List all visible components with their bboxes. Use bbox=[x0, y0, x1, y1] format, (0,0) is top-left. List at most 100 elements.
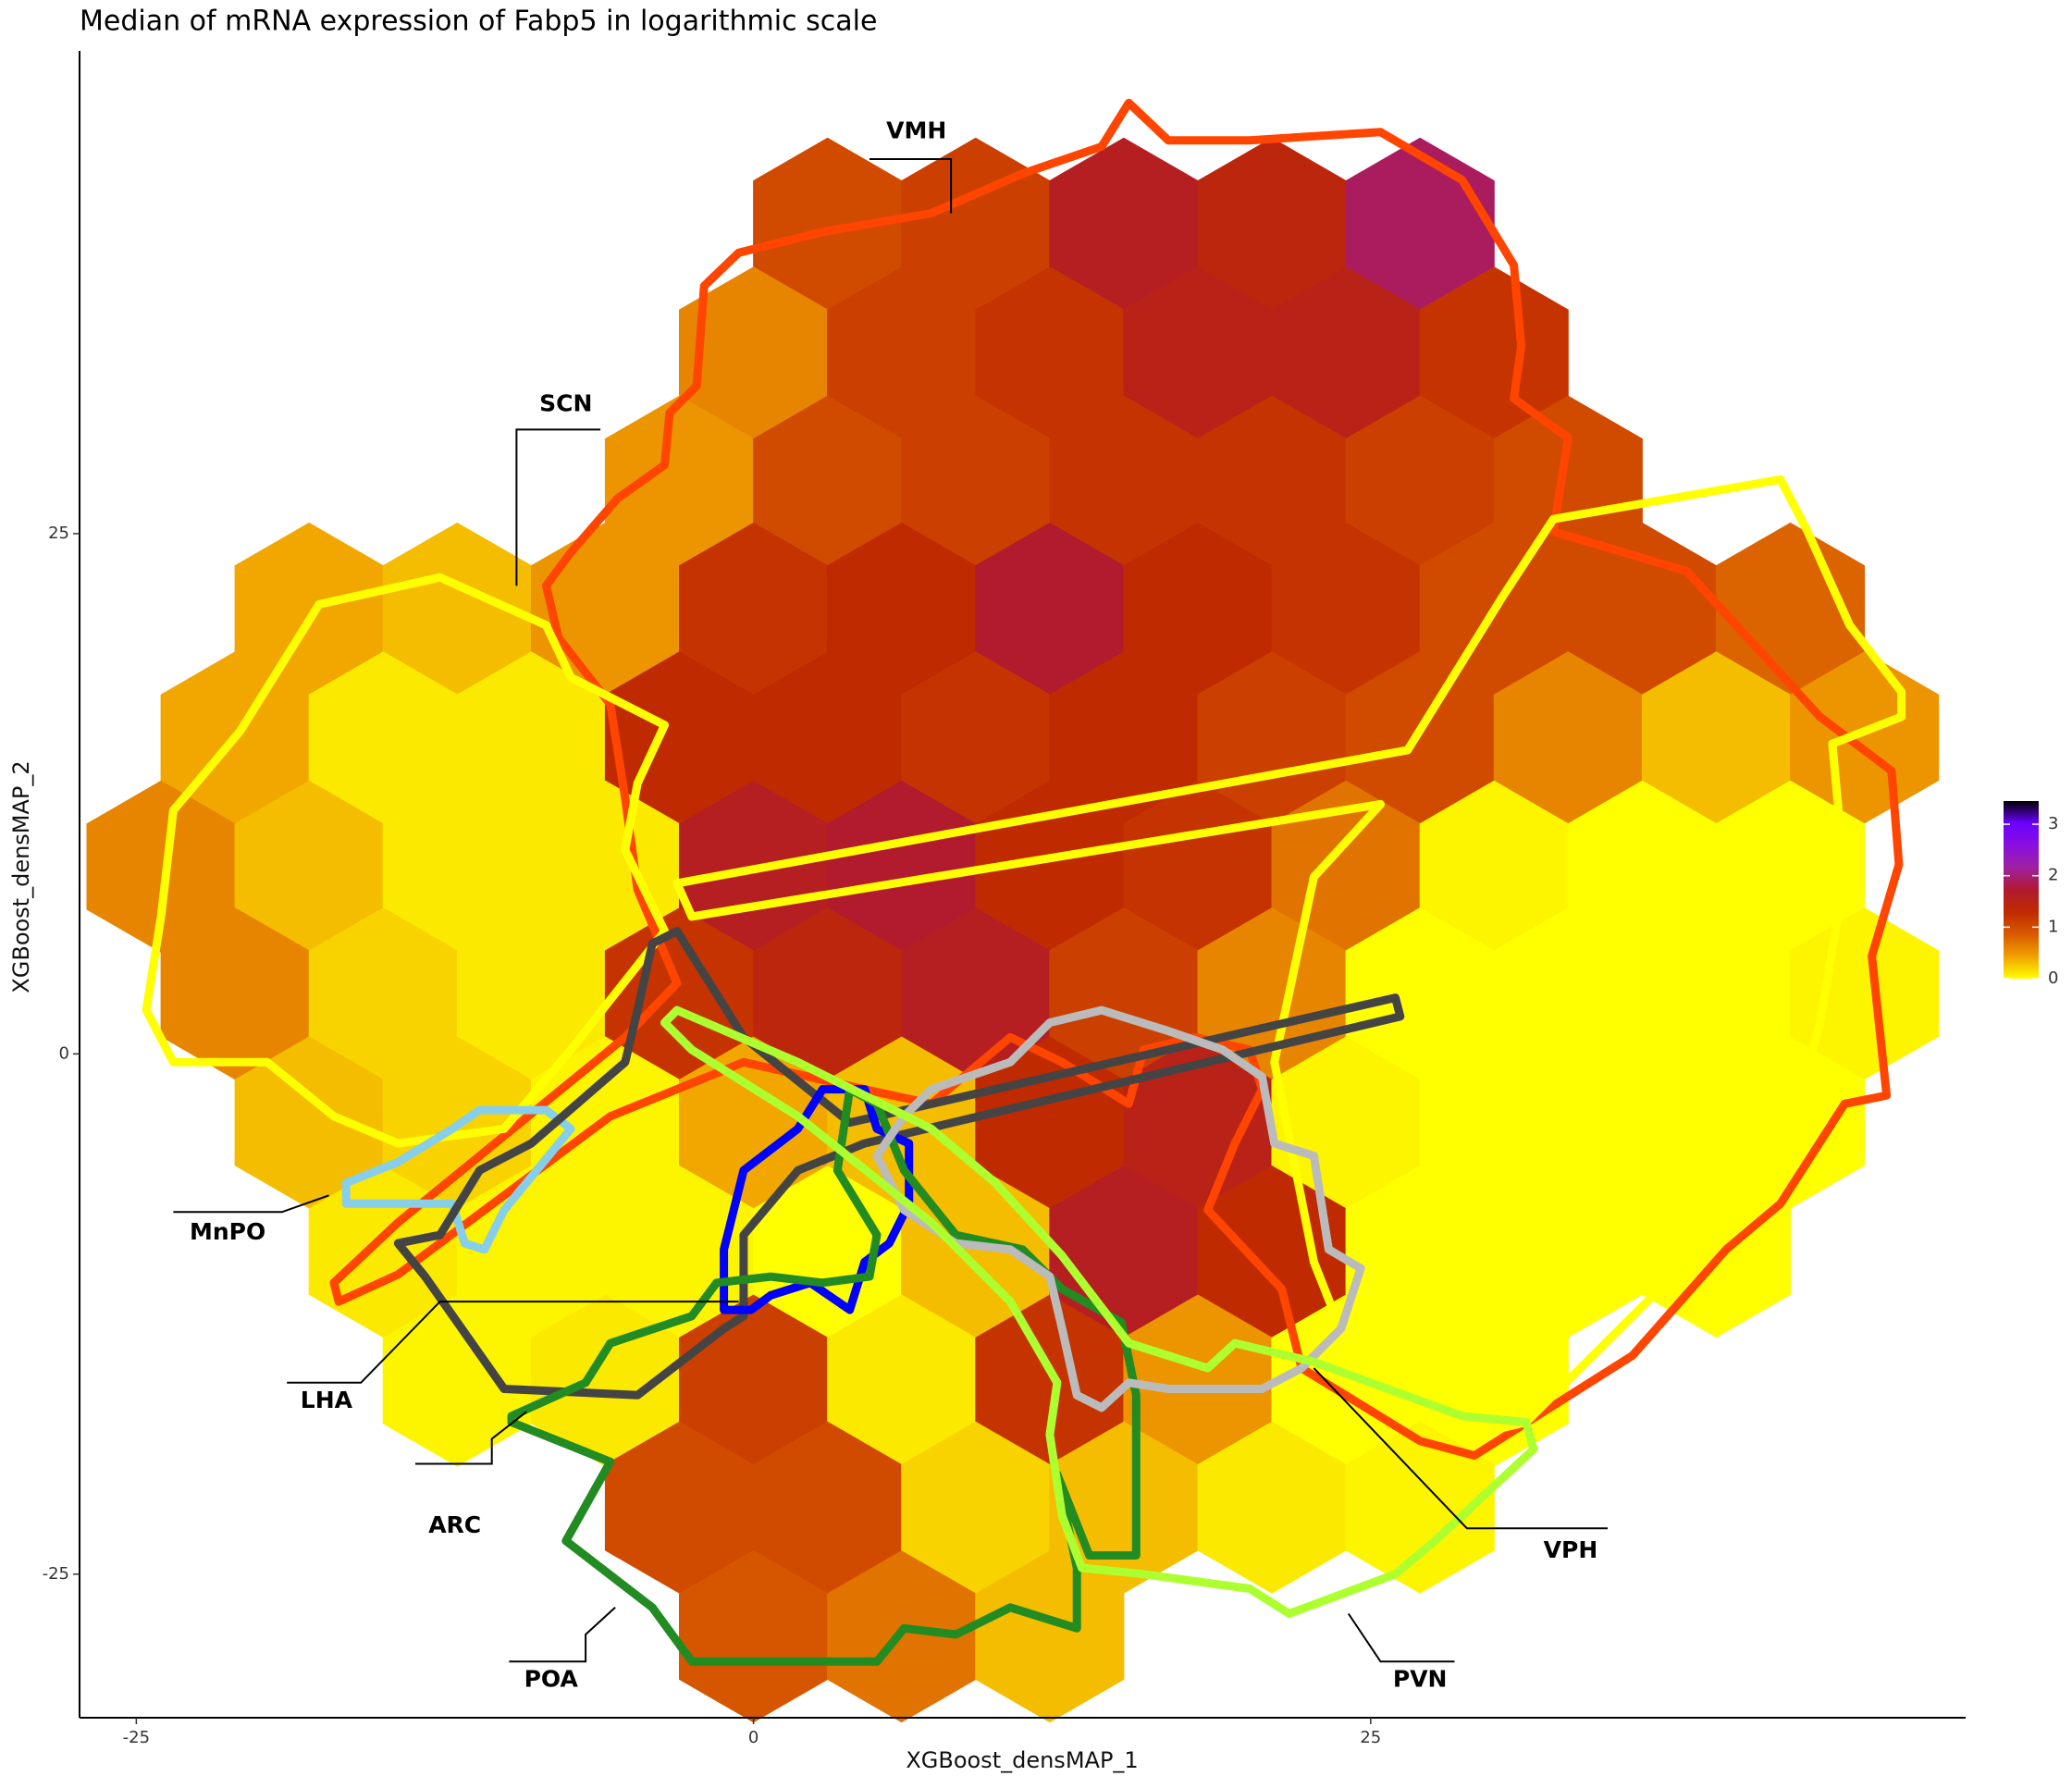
hex-cell bbox=[530, 1294, 680, 1467]
x-tick-label: 0 bbox=[748, 1728, 758, 1747]
hex-cell bbox=[1345, 1166, 1495, 1338]
hex-cell bbox=[1493, 395, 1643, 568]
hex-cell bbox=[234, 522, 384, 695]
leader-line bbox=[870, 158, 953, 214]
hex-cell bbox=[1271, 522, 1421, 695]
hex-cell bbox=[753, 395, 903, 568]
hex-cell bbox=[753, 137, 903, 310]
colorbar-tick-label: 3 bbox=[2048, 814, 2058, 833]
hex-cell bbox=[1790, 907, 1940, 1080]
hex-cell bbox=[308, 907, 458, 1080]
y-tick-label: -25 bbox=[43, 1564, 69, 1584]
colorbar-tick-label: 2 bbox=[2048, 866, 2058, 885]
hex-cell bbox=[604, 907, 755, 1080]
hex-cell bbox=[975, 266, 1125, 439]
colorbar-tick-label: 1 bbox=[2048, 917, 2058, 936]
region-outline bbox=[393, 927, 1405, 1400]
hex-cell bbox=[1271, 266, 1421, 439]
leader-line bbox=[415, 1411, 527, 1465]
hex-cell bbox=[86, 780, 236, 953]
hex-cell bbox=[456, 907, 606, 1080]
hex-cell bbox=[975, 1294, 1125, 1467]
leader-line bbox=[287, 1301, 739, 1384]
hex-cell bbox=[308, 651, 458, 824]
hex-cell bbox=[1123, 522, 1273, 695]
hex-cell bbox=[901, 1421, 1051, 1594]
x-tick-label: 25 bbox=[1360, 1728, 1381, 1747]
y-tick-label: 0 bbox=[59, 1043, 69, 1063]
hex-cell bbox=[1049, 651, 1199, 824]
hex-cell bbox=[901, 651, 1051, 824]
hex-cell bbox=[1493, 907, 1643, 1080]
hex-cell bbox=[382, 780, 532, 953]
hex-cell bbox=[1419, 1036, 1569, 1209]
hex-cell bbox=[1271, 1294, 1421, 1467]
hex-cell bbox=[1123, 1036, 1273, 1209]
hex-cell bbox=[901, 395, 1051, 568]
leader-line bbox=[1347, 1612, 1455, 1663]
hex-cell bbox=[1049, 907, 1199, 1080]
leader-line bbox=[1313, 1367, 1608, 1530]
hex-cell bbox=[160, 907, 310, 1080]
hex-cell bbox=[1345, 1421, 1495, 1594]
hex-cell bbox=[1197, 395, 1347, 568]
hex-cell bbox=[1049, 395, 1199, 568]
region-label: VPH bbox=[1544, 1536, 1598, 1563]
hex-cell bbox=[1123, 1294, 1273, 1467]
hex-cell bbox=[1197, 1421, 1347, 1594]
leader-line bbox=[173, 1194, 329, 1214]
region-label: SCN bbox=[539, 389, 592, 416]
hex-cell bbox=[679, 266, 829, 439]
colorbar: 0 1 2 3 bbox=[2004, 801, 2058, 988]
hex-cell bbox=[604, 1166, 755, 1338]
region-label: LHA bbox=[301, 1387, 353, 1413]
hex-cell bbox=[827, 522, 977, 695]
hex-cell bbox=[604, 395, 755, 568]
hex-cell bbox=[1197, 1166, 1347, 1338]
colorbar-tick-label: 0 bbox=[2048, 968, 2058, 988]
hex-cell bbox=[753, 1421, 903, 1594]
hex-cell bbox=[975, 522, 1125, 695]
hex-cell bbox=[827, 780, 977, 953]
hex-cell bbox=[1123, 266, 1273, 439]
hex-cell bbox=[1567, 780, 1717, 953]
x-axis-title: XGBoost_densMAP_1 bbox=[906, 1747, 1138, 1773]
region-layer: VMH SCN MnPO LHA ARC POA VPH PVN bbox=[142, 98, 1906, 1693]
hex-cell bbox=[1419, 780, 1569, 953]
hex-cell bbox=[1641, 651, 1791, 824]
hex-cell bbox=[382, 522, 532, 695]
hex-cell bbox=[604, 1421, 755, 1594]
region-outline bbox=[872, 1005, 1365, 1412]
hex-cell bbox=[234, 1036, 384, 1209]
hex-cell bbox=[1715, 522, 1866, 695]
hex-cell bbox=[1715, 780, 1866, 953]
hex-cell bbox=[1493, 1166, 1643, 1338]
hex-cell bbox=[1123, 780, 1273, 953]
hex-cell bbox=[975, 1550, 1125, 1723]
hex-cell bbox=[827, 266, 977, 439]
hex-cell bbox=[1345, 907, 1495, 1080]
region-outline bbox=[329, 98, 1904, 1460]
leader-line bbox=[515, 428, 601, 586]
leader-line bbox=[509, 1607, 616, 1663]
hex-cell bbox=[827, 1294, 977, 1467]
hex-cell bbox=[1271, 1036, 1421, 1209]
y-axis-title: XGBoost_densMAP_2 bbox=[8, 760, 34, 993]
hex-cell bbox=[234, 780, 384, 953]
region-outline bbox=[142, 475, 1906, 1439]
region-label: VMH bbox=[886, 117, 946, 144]
hex-cell bbox=[1567, 1036, 1717, 1209]
hex-cell bbox=[456, 1166, 606, 1338]
chart-title: Median of mRNA expression of Fabp5 in lo… bbox=[80, 6, 877, 38]
region-outline bbox=[660, 1005, 1538, 1618]
hex-cell bbox=[679, 522, 829, 695]
y-tick-label: 25 bbox=[48, 524, 69, 543]
hex-cell bbox=[753, 907, 903, 1080]
hex-cell bbox=[456, 651, 606, 824]
hex-cell bbox=[679, 1550, 829, 1723]
hex-cell bbox=[1641, 907, 1791, 1080]
region-outline bbox=[341, 1105, 575, 1254]
region-label: POA bbox=[524, 1666, 579, 1693]
